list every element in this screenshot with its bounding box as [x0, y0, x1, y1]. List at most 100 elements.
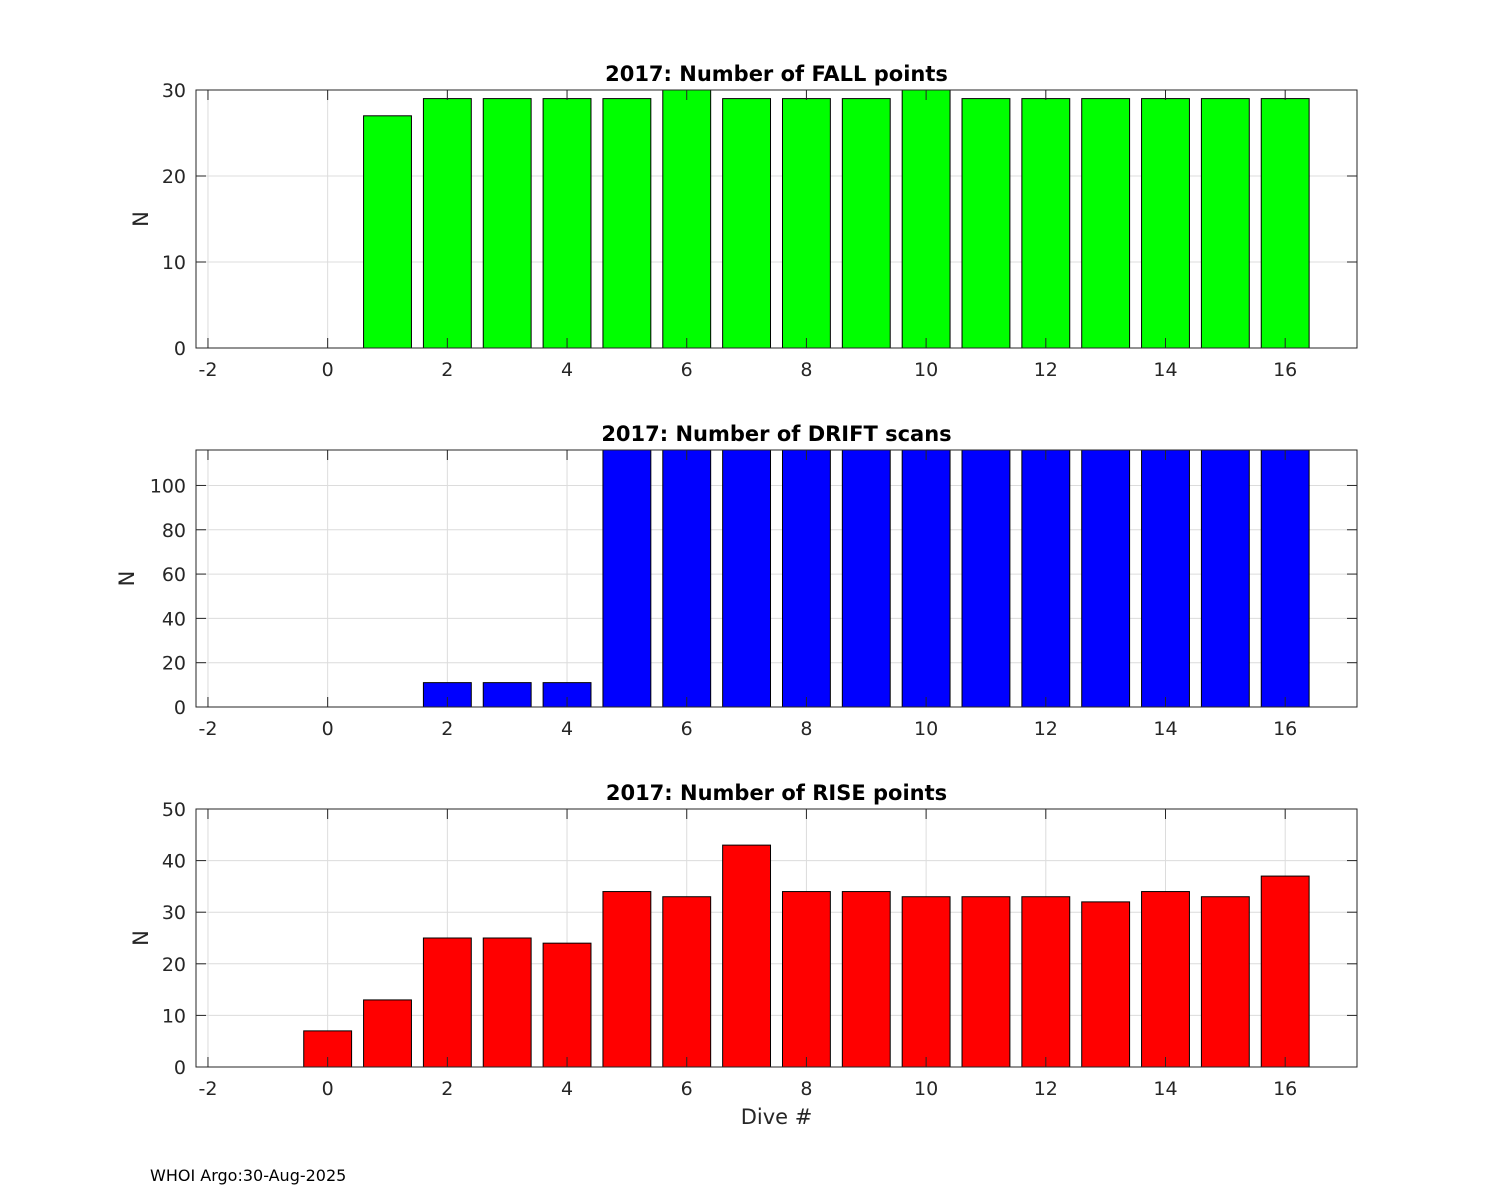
bar — [781, 891, 831, 1068]
bar — [422, 98, 472, 349]
chart-panel-1: -2 0 2 4 6 8 10 12 14 16 0 10 20 30 2017: Number of FA… — [129, 62, 1358, 381]
y-tick-label: 60 — [162, 564, 186, 586]
bar — [602, 891, 652, 1068]
chart-title: 2017: Number of RISE points — [606, 781, 947, 805]
x-tick-label: 2 — [441, 359, 453, 381]
bar — [1021, 98, 1071, 349]
x-tick-label: 0 — [322, 359, 334, 381]
y-tick-label: 30 — [162, 902, 186, 924]
x-tick-label: 10 — [914, 718, 938, 740]
x-axis-label: Dive # — [741, 1105, 813, 1129]
x-tick-label: -2 — [198, 718, 217, 740]
bar — [1200, 449, 1250, 708]
bar — [1081, 449, 1131, 708]
bar — [542, 98, 592, 349]
bar — [602, 449, 652, 708]
bar — [1081, 901, 1131, 1068]
bar — [363, 115, 412, 349]
y-tick-label: 0 — [174, 338, 186, 360]
x-tick-label: 4 — [561, 359, 573, 381]
bar — [602, 98, 652, 349]
x-tick-label: 10 — [914, 359, 938, 381]
bar — [722, 449, 772, 708]
y-tick-label: 30 — [162, 80, 186, 102]
axes-box — [195, 808, 1358, 1068]
bar — [482, 682, 532, 708]
bar — [1141, 891, 1190, 1068]
bar — [961, 896, 1011, 1068]
bar — [781, 449, 831, 708]
x-tick-label: 8 — [800, 718, 812, 740]
axes-box — [195, 89, 1358, 349]
x-tick-label: 16 — [1273, 359, 1297, 381]
x-tick-label: 2 — [441, 1078, 453, 1100]
bar — [841, 449, 891, 708]
chart-panel-2: -2 0 2 4 6 8 10 12 14 16 0 20 40 60 80 100 2017: Number … — [115, 422, 1358, 740]
x-tick-label: 6 — [681, 359, 693, 381]
y-tick-label: 20 — [162, 954, 186, 976]
x-tick-label: 12 — [1034, 718, 1058, 740]
bar — [1200, 896, 1250, 1068]
x-tick-label: -2 — [198, 359, 217, 381]
bar — [482, 98, 532, 349]
bar — [1141, 449, 1190, 708]
y-tick-label: 40 — [162, 608, 186, 630]
x-tick-label: 4 — [561, 718, 573, 740]
bar — [542, 942, 592, 1068]
bar — [1200, 98, 1250, 349]
bar — [662, 449, 712, 708]
x-tick-label: 14 — [1153, 1078, 1177, 1100]
x-tick-label: -2 — [198, 1078, 217, 1100]
x-tick-label: 16 — [1273, 718, 1297, 740]
chart-title: 2017: Number of FALL points — [605, 62, 948, 86]
y-axis-label: N — [129, 211, 153, 227]
x-tick-label: 0 — [322, 718, 334, 740]
bar — [1260, 98, 1310, 349]
x-tick-label: 6 — [681, 1078, 693, 1100]
y-tick-label: 10 — [162, 1005, 186, 1027]
x-tick-label: 8 — [800, 359, 812, 381]
x-tick-label: 4 — [561, 1078, 573, 1100]
y-tick-label: 20 — [162, 653, 186, 675]
y-tick-label: 40 — [162, 851, 186, 873]
bar — [1260, 449, 1310, 708]
y-tick-label: 100 — [150, 475, 186, 497]
x-tick-label: 14 — [1153, 359, 1177, 381]
x-tick-label: 0 — [322, 1078, 334, 1100]
y-tick-label: 80 — [162, 520, 186, 542]
bar — [841, 98, 891, 349]
bar — [781, 98, 831, 349]
y-tick-label: 10 — [162, 252, 186, 274]
x-tick-label: 6 — [681, 718, 693, 740]
bar — [1141, 98, 1190, 349]
x-tick-label: 14 — [1153, 718, 1177, 740]
bar — [1081, 98, 1131, 349]
bar — [722, 98, 772, 349]
bar — [1260, 875, 1310, 1068]
axes-box — [195, 449, 1358, 708]
bar — [422, 937, 472, 1068]
bar — [722, 844, 772, 1068]
x-tick-label: 2 — [441, 718, 453, 740]
footer-stamp: WHOI Argo:30-Aug-2025 — [150, 1166, 347, 1185]
bar — [961, 98, 1011, 349]
y-tick-label: 50 — [162, 799, 186, 821]
y-axis-label: N — [115, 571, 139, 587]
bar — [841, 891, 891, 1068]
bar — [482, 937, 532, 1068]
x-tick-label: 16 — [1273, 1078, 1297, 1100]
x-tick-label: 8 — [800, 1078, 812, 1100]
bar — [901, 449, 951, 708]
y-tick-label: 20 — [162, 166, 186, 188]
x-tick-label: 10 — [914, 1078, 938, 1100]
y-axis-label: N — [129, 930, 153, 946]
bar — [662, 896, 712, 1068]
chart-panel-3: -2 0 2 4 6 8 10 12 14 16 0 10 20 30 40 50 2017: Number o… — [129, 781, 1358, 1129]
chart-title: 2017: Number of DRIFT scans — [601, 422, 951, 446]
x-tick-label: 12 — [1034, 1078, 1058, 1100]
bar — [1021, 449, 1071, 708]
x-tick-label: 12 — [1034, 359, 1058, 381]
bar — [662, 89, 712, 349]
y-tick-label: 0 — [174, 697, 186, 719]
